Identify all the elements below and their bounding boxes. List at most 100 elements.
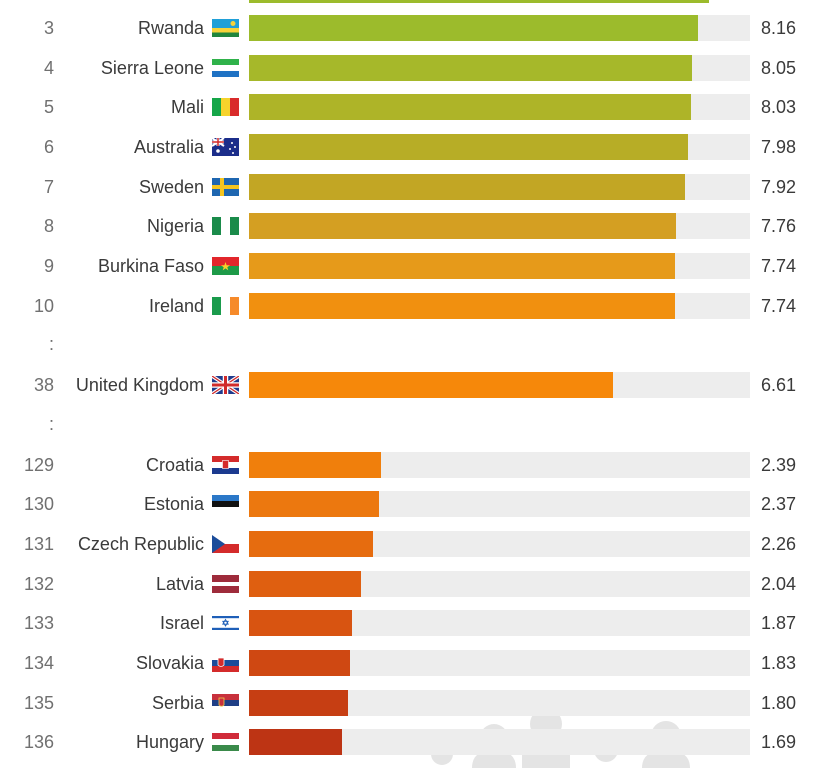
chart-row: 7 Sweden 7.92 bbox=[0, 174, 819, 200]
sweden-flag-icon bbox=[212, 178, 239, 196]
value-label: 6.61 bbox=[761, 375, 797, 395]
country-label: Serbia bbox=[151, 693, 204, 713]
value-label: 8.05 bbox=[761, 58, 797, 78]
rank-label: 9 bbox=[43, 256, 54, 276]
bar bbox=[249, 571, 361, 597]
value-label: 8.03 bbox=[761, 97, 797, 117]
previous-row-bar bbox=[249, 0, 709, 3]
slovakia-flag-icon bbox=[212, 654, 239, 672]
czech-flag-icon bbox=[212, 535, 239, 553]
chart-row: 6 Australia 7.98 bbox=[0, 134, 819, 160]
bar bbox=[249, 690, 348, 716]
country-label: Latvia bbox=[155, 574, 204, 594]
rank-label: 136 bbox=[23, 732, 54, 752]
value-label: 2.37 bbox=[761, 494, 797, 514]
value-label: 7.74 bbox=[761, 296, 797, 316]
country-label: Israel bbox=[159, 613, 204, 633]
country-label: Croatia bbox=[145, 455, 204, 475]
bar bbox=[249, 372, 613, 398]
chart-row: 134 Slovakia 1.83 bbox=[0, 650, 819, 676]
country-label: Hungary bbox=[135, 732, 204, 752]
australia-flag-icon bbox=[212, 138, 239, 156]
chart-row: 133 Israel 1.87 bbox=[0, 610, 819, 636]
country-label: Rwanda bbox=[137, 18, 204, 38]
bar bbox=[249, 610, 352, 636]
value-label: 2.39 bbox=[761, 455, 797, 475]
uk-flag-icon bbox=[212, 376, 239, 394]
bar bbox=[249, 650, 350, 676]
chart-row: 9 Burkina Faso 7.74 bbox=[0, 253, 819, 279]
bar bbox=[249, 491, 379, 517]
value-label: 7.92 bbox=[761, 177, 797, 197]
bar bbox=[249, 531, 373, 557]
rank-label: 38 bbox=[33, 375, 54, 395]
chart-row: 132 Latvia 2.04 bbox=[0, 571, 819, 597]
rank-label: 135 bbox=[23, 693, 54, 713]
bar bbox=[249, 134, 688, 160]
rank-label: 132 bbox=[23, 574, 54, 594]
rank-label: 3 bbox=[43, 18, 54, 38]
value-label: 7.76 bbox=[761, 216, 797, 236]
rank-label: 4 bbox=[43, 58, 54, 78]
value-label: 7.98 bbox=[761, 137, 797, 157]
rank-label: 131 bbox=[23, 534, 54, 554]
serbia-flag-icon bbox=[212, 694, 239, 712]
country-label: Mali bbox=[170, 97, 204, 117]
bar bbox=[249, 293, 675, 319]
rank-label: 130 bbox=[23, 494, 54, 514]
country-label: Burkina Faso bbox=[97, 256, 204, 276]
value-label: 2.04 bbox=[761, 574, 797, 594]
rwanda-flag-icon bbox=[212, 19, 239, 37]
rank-label: 6 bbox=[43, 137, 54, 157]
chart-row: 135 Serbia 1.80 bbox=[0, 690, 819, 716]
country-label: Czech Republic bbox=[77, 534, 204, 554]
chart-row: 8 Nigeria 7.76 bbox=[0, 213, 819, 239]
chart-row: 5 Mali 8.03 bbox=[0, 94, 819, 120]
value-label: 7.74 bbox=[761, 256, 797, 276]
bar bbox=[249, 55, 692, 81]
estonia-flag-icon bbox=[212, 495, 239, 513]
country-label: Australia bbox=[133, 137, 204, 157]
country-label: Estonia bbox=[143, 494, 204, 514]
bar bbox=[249, 15, 698, 41]
chart-row: 131 Czech Republic 2.26 bbox=[0, 531, 819, 557]
rank-label: 10 bbox=[33, 296, 54, 316]
hungary-flag-icon bbox=[212, 733, 239, 751]
rank-label: 7 bbox=[43, 177, 54, 197]
israel-flag-icon bbox=[212, 614, 239, 632]
rank-label: 133 bbox=[23, 613, 54, 633]
bar bbox=[249, 452, 381, 478]
country-label: Nigeria bbox=[146, 216, 204, 236]
chart-row: 136 Hungary 1.69 bbox=[0, 729, 819, 755]
chart-row: 129 Croatia 2.39 bbox=[0, 452, 819, 478]
bar bbox=[249, 94, 691, 120]
country-label: Slovakia bbox=[135, 653, 204, 673]
country-label: Ireland bbox=[148, 296, 204, 316]
bar bbox=[249, 174, 685, 200]
value-label: 1.83 bbox=[761, 653, 797, 673]
country-label: United Kingdom bbox=[75, 375, 204, 395]
chart-row: 3 Rwanda 8.16 bbox=[0, 15, 819, 41]
value-label: 1.87 bbox=[761, 613, 797, 633]
ireland-flag-icon bbox=[212, 297, 239, 315]
bar bbox=[249, 213, 676, 239]
bar bbox=[249, 253, 675, 279]
value-label: 8.16 bbox=[761, 18, 797, 38]
rank-label: 5 bbox=[43, 97, 54, 117]
value-label: 1.80 bbox=[761, 693, 797, 713]
sierra-leone-flag-icon bbox=[212, 59, 239, 77]
gap-marker: : bbox=[48, 334, 54, 354]
chart-row: 38 United Kingdom 6.61 bbox=[0, 372, 819, 398]
value-label: 1.69 bbox=[761, 732, 797, 752]
burkina-faso-flag-icon bbox=[212, 257, 239, 275]
rank-label: 129 bbox=[23, 455, 54, 475]
chart-row: 10 Ireland 7.74 bbox=[0, 293, 819, 319]
latvia-flag-icon bbox=[212, 575, 239, 593]
chart-row: 4 Sierra Leone 8.05 bbox=[0, 55, 819, 81]
rank-label: 8 bbox=[43, 216, 54, 236]
value-label: 2.26 bbox=[761, 534, 797, 554]
mali-flag-icon bbox=[212, 98, 239, 116]
nigeria-flag-icon bbox=[212, 217, 239, 235]
chart-row: 130 Estonia 2.37 bbox=[0, 491, 819, 517]
